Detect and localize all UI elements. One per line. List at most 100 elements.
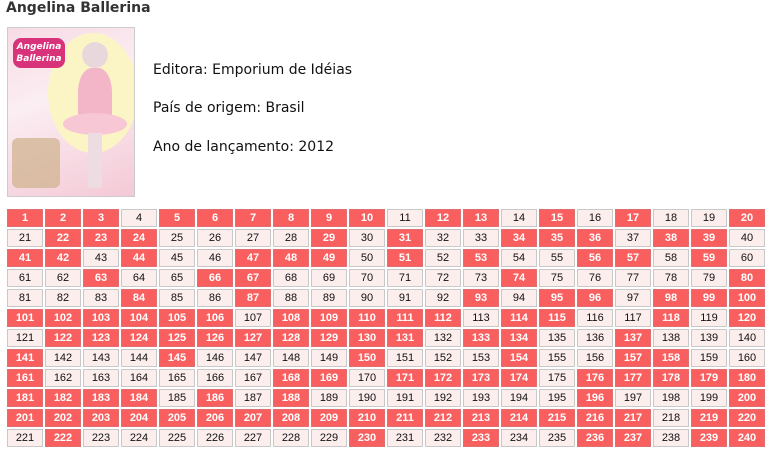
grid-row: 21 22 23 24 25 26 27 28 29 30 31 32 33 34 35 36 37 38 39 40 [7, 229, 765, 247]
sticker-owned: 128 [273, 329, 309, 347]
sticker-missing: 83 [83, 289, 119, 307]
sticker-missing: 92 [425, 289, 461, 307]
sticker-owned: 15 [539, 209, 575, 227]
sticker-owned: 154 [501, 349, 537, 367]
sticker-missing: 79 [691, 269, 727, 287]
sticker-owned: 130 [349, 329, 385, 347]
sticker-owned: 47 [235, 249, 271, 267]
sticker-owned: 23 [83, 229, 119, 247]
grid-row: 221 222 223 224 225 226 227 228 229 230 231 232 233 2… [7, 429, 765, 447]
sticker-missing: 58 [653, 249, 689, 267]
sticker-owned: 188 [273, 389, 309, 407]
sticker-owned: 239 [691, 429, 727, 447]
sticker-missing: 27 [235, 229, 271, 247]
sticker-owned: 13 [463, 209, 499, 227]
sticker-owned: 137 [615, 329, 651, 347]
sticker-missing: 52 [425, 249, 461, 267]
sticker-owned: 127 [235, 329, 271, 347]
sticker-missing: 97 [615, 289, 651, 307]
sticker-missing: 227 [235, 429, 271, 447]
sticker-owned: 67 [235, 269, 271, 287]
page-title: Angelina Ballerina [6, 0, 151, 16]
sticker-owned: 145 [159, 349, 195, 367]
sticker-missing: 151 [387, 349, 423, 367]
grid-row: 141 142 143 144 145 146 147 148 149 150 151 152 153 1… [7, 349, 765, 367]
sticker-owned: 240 [729, 429, 765, 447]
sticker-missing: 64 [121, 269, 157, 287]
sticker-owned: 141 [7, 349, 43, 367]
sticker-owned: 125 [159, 329, 195, 347]
sticker-missing: 60 [729, 249, 765, 267]
sticker-missing: 221 [7, 429, 43, 447]
sticker-missing: 65 [159, 269, 195, 287]
sticker-owned: 29 [311, 229, 347, 247]
sticker-missing: 33 [463, 229, 499, 247]
sticker-missing: 187 [235, 389, 271, 407]
sticker-missing: 119 [691, 309, 727, 327]
grid-row: 61 62 63 64 65 66 67 68 69 70 71 72 73 74 75 76 77 78 79 80 [7, 269, 765, 287]
sticker-missing: 71 [387, 269, 423, 287]
sticker-missing: 159 [691, 349, 727, 367]
sticker-owned: 210 [349, 409, 385, 427]
release-year: Ano de lançamento: 2012 [153, 139, 335, 155]
sticker-owned: 42 [45, 249, 81, 267]
sticker-owned: 158 [653, 349, 689, 367]
sticker-owned: 100 [729, 289, 765, 307]
sticker-missing: 28 [273, 229, 309, 247]
sticker-owned: 31 [387, 229, 423, 247]
sticker-missing: 156 [577, 349, 613, 367]
sticker-owned: 180 [729, 369, 765, 387]
sticker-owned: 80 [729, 269, 765, 287]
sticker-missing: 167 [235, 369, 271, 387]
sticker-owned: 112 [425, 309, 461, 327]
sticker-owned: 169 [311, 369, 347, 387]
sticker-owned: 59 [691, 249, 727, 267]
sticker-owned: 74 [501, 269, 537, 287]
sticker-owned: 220 [729, 409, 765, 427]
sticker-missing: 223 [83, 429, 119, 447]
sticker-missing: 21 [7, 229, 43, 247]
sticker-missing: 165 [159, 369, 195, 387]
sticker-owned: 222 [45, 429, 81, 447]
sticker-missing: 19 [691, 209, 727, 227]
sticker-owned: 8 [273, 209, 309, 227]
sticker-owned: 6 [197, 209, 233, 227]
sticker-owned: 202 [45, 409, 81, 427]
sticker-owned: 2 [45, 209, 81, 227]
sticker-owned: 35 [539, 229, 575, 247]
sticker-missing: 77 [615, 269, 651, 287]
sticker-owned: 219 [691, 409, 727, 427]
sticker-missing: 30 [349, 229, 385, 247]
sticker-owned: 217 [615, 409, 651, 427]
sticker-owned: 118 [653, 309, 689, 327]
sticker-missing: 117 [615, 309, 651, 327]
sticker-missing: 192 [425, 389, 461, 407]
sticker-owned: 208 [273, 409, 309, 427]
sticker-missing: 225 [159, 429, 195, 447]
sticker-owned: 10 [349, 209, 385, 227]
grid-row: 181 182 183 184 185 186 187 188 189 190 191 192 193 1… [7, 389, 765, 407]
sticker-owned: 111 [387, 309, 423, 327]
sticker-owned: 183 [83, 389, 119, 407]
sticker-owned: 48 [273, 249, 309, 267]
sticker-missing: 73 [463, 269, 499, 287]
sticker-missing: 232 [425, 429, 461, 447]
sticker-owned: 51 [387, 249, 423, 267]
sticker-missing: 69 [311, 269, 347, 287]
sticker-owned: 213 [463, 409, 499, 427]
sticker-owned: 1 [7, 209, 43, 227]
sticker-missing: 54 [501, 249, 537, 267]
sticker-missing: 62 [45, 269, 81, 287]
sticker-owned: 230 [349, 429, 385, 447]
sticker-owned: 150 [349, 349, 385, 367]
sticker-owned: 9 [311, 209, 347, 227]
sticker-owned: 214 [501, 409, 537, 427]
sticker-missing: 91 [387, 289, 423, 307]
sticker-missing: 149 [311, 349, 347, 367]
sticker-owned: 34 [501, 229, 537, 247]
sticker-owned: 157 [615, 349, 651, 367]
country: País de origem: Brasil [153, 100, 305, 116]
sticker-missing: 89 [311, 289, 347, 307]
sticker-missing: 37 [615, 229, 651, 247]
sticker-missing: 25 [159, 229, 195, 247]
